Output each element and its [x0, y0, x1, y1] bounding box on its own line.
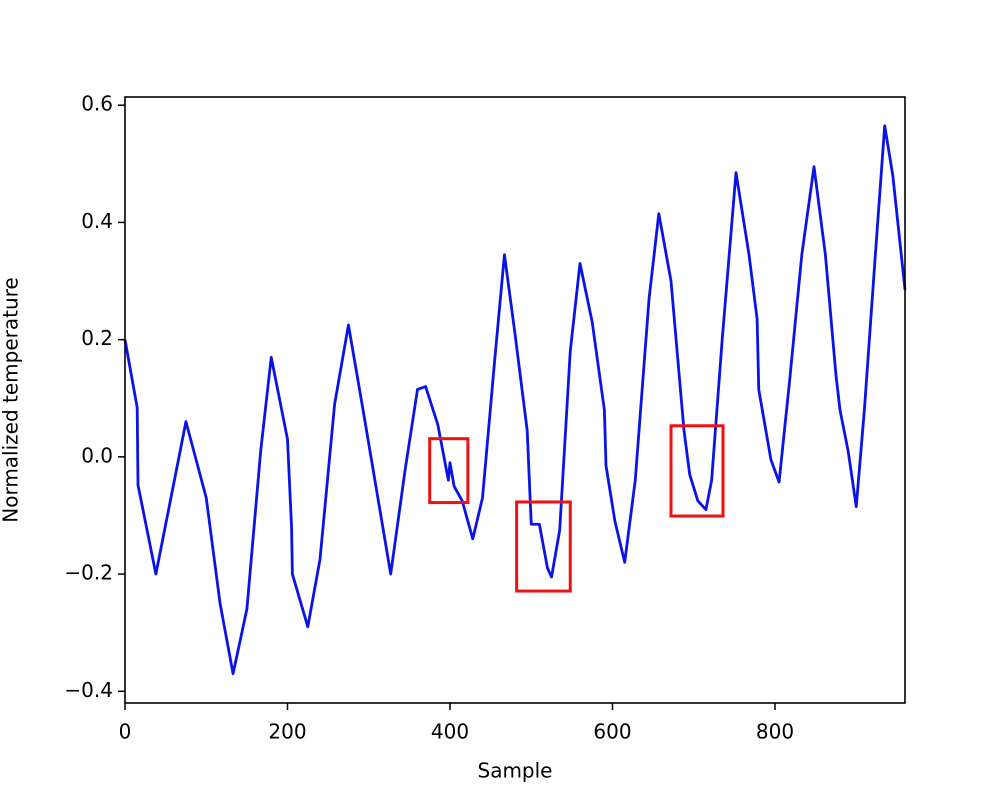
x-tick-label: 200: [268, 720, 306, 744]
x-tick-label: 600: [593, 720, 631, 744]
y-tick-label: −0.4: [64, 678, 113, 702]
y-axis-label: Normalized temperature: [0, 277, 23, 523]
y-tick-label: −0.2: [64, 561, 113, 585]
plot-frame: [124, 96, 906, 704]
highlight-box: [515, 500, 572, 593]
data-line: [123, 124, 907, 676]
highlight-box: [669, 424, 725, 518]
x-axis-label: Sample: [478, 759, 553, 783]
y-tick-label: 0.4: [81, 209, 113, 233]
x-tick-label: 0: [119, 720, 132, 744]
highlight-box: [428, 437, 470, 505]
y-tick-label: 0.6: [81, 92, 113, 116]
x-tick-label: 400: [431, 720, 469, 744]
y-tick-label: 0.0: [81, 443, 113, 467]
y-tick-label: 0.2: [81, 326, 113, 350]
x-tick-label: 800: [756, 720, 794, 744]
